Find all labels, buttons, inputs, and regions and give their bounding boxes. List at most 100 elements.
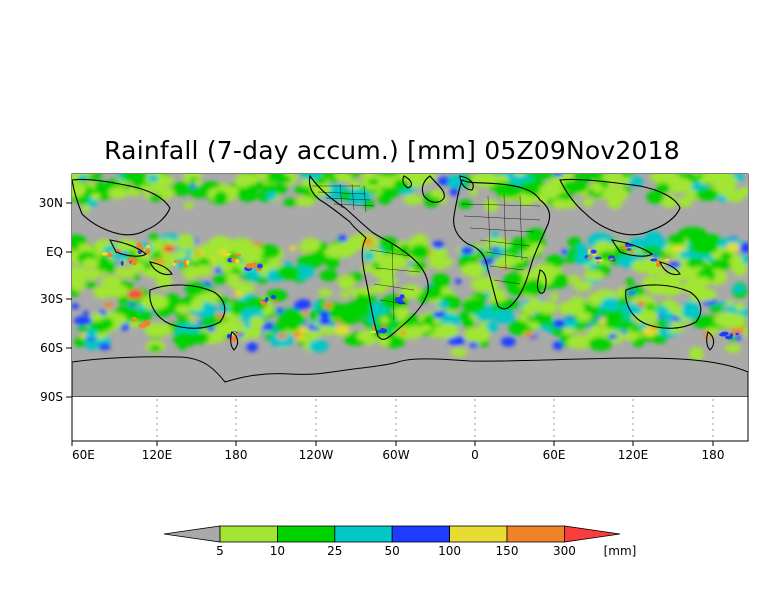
rain-cell [319,269,338,282]
rain-cell [162,245,176,253]
rain-core [380,325,388,328]
rain-cell [449,187,459,196]
rain-cell [121,174,148,183]
rain-cell [72,234,87,247]
rain-cell [105,266,116,274]
rain-core [234,258,240,264]
rain-cell [251,163,267,172]
rain-core [136,242,142,248]
rain-core [146,244,151,249]
rain-cell [484,257,495,265]
rain-cell [190,298,204,311]
rain-core [130,256,134,260]
rain-cell [104,302,114,308]
rain-cell [308,339,329,353]
rain-cell [498,240,511,249]
rain-cell [300,237,321,253]
legend-swatch-above [564,525,621,543]
rain-core [265,297,269,302]
rain-core [620,246,628,250]
rain-core [273,300,280,303]
rain-cell [499,185,522,198]
rain-cell [212,274,228,285]
rain-cell [526,228,545,239]
rain-core [231,257,236,263]
rain-cell [605,315,623,330]
rain-cell [656,274,671,287]
rain-cell [108,186,129,199]
rain-cell [591,325,602,334]
rain-cell [491,231,499,239]
rain-cell [470,276,499,292]
rain-cell [564,256,578,264]
rain-cell [522,304,539,314]
legend-swatch [219,525,278,543]
lat-tick-label: EQ [46,245,63,259]
rain-core [177,259,181,264]
rain-core [596,261,600,264]
rain-cell [678,196,693,208]
rain-cell [469,187,478,196]
rain-core [399,294,405,299]
rain-cell [724,344,742,353]
rain-cell [582,197,594,207]
rain-cell [86,328,98,339]
rain-cell [261,322,275,331]
rain-core [183,264,188,268]
rain-cell [177,234,195,251]
map-title: Rainfall (7-day accum.) [mm] 05Z09Nov201… [104,136,680,165]
rain-cell [337,275,355,290]
rain-cell [598,317,607,324]
rain-cell [627,290,637,296]
rain-cell [244,327,262,338]
rain-cell [348,180,361,188]
rain-core [379,328,388,334]
rain-core [234,253,242,257]
rain-cell [492,310,515,324]
rain-cell [695,188,719,201]
rain-cell [399,326,424,339]
rain-cell [117,296,130,305]
rain-cell [625,277,635,285]
lon-tick-label: 180 [702,448,725,462]
rain-cell [104,284,129,298]
rain-cell [628,333,638,341]
legend-label: 25 [327,544,342,558]
rain-cell [403,194,423,205]
rain-cell [259,163,272,170]
rain-cell [530,322,540,330]
rain-cell [489,288,507,305]
rain-cell [277,333,288,339]
rain-cell [133,274,140,281]
rain-cell [283,198,298,207]
rain-cell [85,341,97,350]
rain-core [270,295,276,299]
rain-cell [660,194,678,209]
rain-cell [655,318,668,330]
legend-label: 10 [270,544,285,558]
rain-core [731,331,735,335]
rain-cell [462,262,485,278]
rain-cell [78,195,89,206]
rain-cell [215,322,235,334]
rain-cell [324,301,332,310]
rain-core [144,249,151,255]
rain-cell [726,299,734,307]
rain-cell [590,155,606,169]
rain-cell [357,157,375,172]
rain-cell [90,192,101,200]
rain-cell [551,325,564,336]
rain-cell [72,303,79,310]
rain-cell [150,174,158,175]
rain-cell [377,192,392,205]
rain-cell [693,276,711,287]
rain-cell [726,313,746,328]
rain-core [597,259,604,262]
rain-cell [160,190,174,199]
rain-cell [558,300,585,316]
rain-cell [455,278,462,285]
rain-cell [73,183,87,193]
rain-cell [119,268,136,279]
rain-cell [85,174,103,180]
rain-cell [220,263,233,273]
